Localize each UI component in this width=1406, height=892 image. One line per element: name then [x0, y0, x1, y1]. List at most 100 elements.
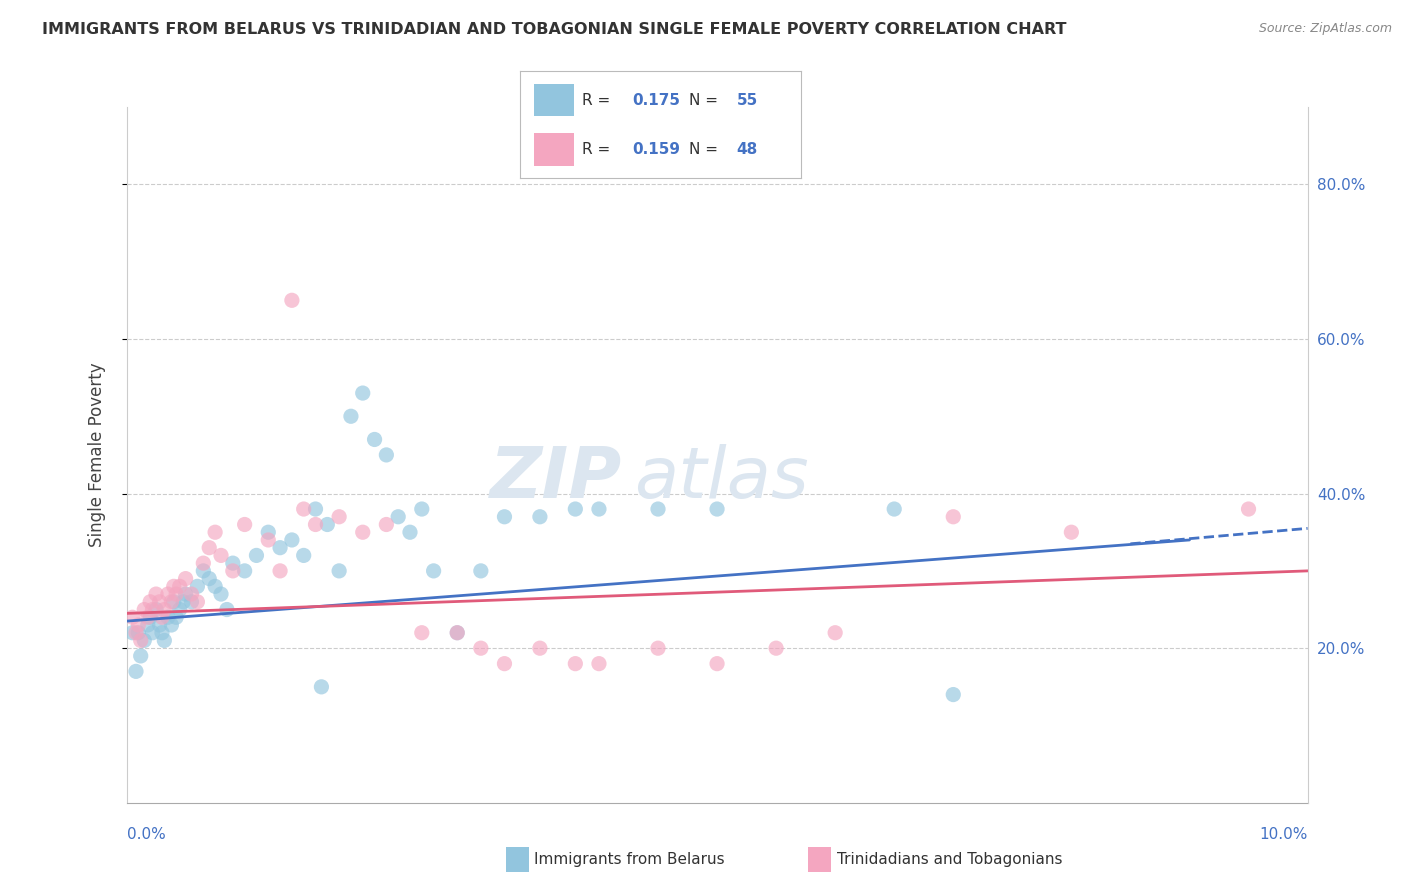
Point	[209, 587, 232, 601]
Text: 0.0%: 0.0%	[127, 827, 166, 841]
Text: R =: R =	[582, 142, 616, 157]
Point	[204, 525, 226, 540]
Point	[328, 564, 350, 578]
Point	[163, 595, 186, 609]
Point	[269, 541, 291, 555]
Point	[222, 564, 245, 578]
Point	[564, 657, 586, 671]
Point	[422, 564, 444, 578]
Point	[121, 625, 143, 640]
Point	[411, 502, 433, 516]
Text: Trinidadians and Tobagonians: Trinidadians and Tobagonians	[837, 853, 1062, 867]
Point	[529, 509, 551, 524]
Point	[145, 587, 167, 601]
Point	[174, 587, 197, 601]
Point	[141, 602, 163, 616]
Point	[281, 293, 304, 308]
Text: 0.159: 0.159	[633, 142, 681, 157]
Point	[1060, 525, 1083, 540]
Point	[304, 517, 326, 532]
Point	[149, 595, 172, 609]
Point	[824, 625, 846, 640]
Point	[156, 610, 179, 624]
Text: IMMIGRANTS FROM BELARUS VS TRINIDADIAN AND TOBAGONIAN SINGLE FEMALE POVERTY CORR: IMMIGRANTS FROM BELARUS VS TRINIDADIAN A…	[42, 22, 1067, 37]
Point	[125, 625, 148, 640]
Point	[292, 502, 315, 516]
Point	[169, 579, 191, 593]
Point	[222, 556, 245, 570]
Point	[174, 572, 197, 586]
Point	[304, 502, 326, 516]
Point	[150, 610, 173, 624]
Point	[198, 572, 221, 586]
Point	[269, 564, 291, 578]
Point	[160, 618, 183, 632]
Point	[165, 587, 187, 601]
Point	[204, 579, 226, 593]
Point	[215, 602, 238, 616]
Point	[470, 564, 492, 578]
Text: atlas: atlas	[634, 443, 808, 513]
Point	[150, 625, 173, 640]
Point	[942, 509, 965, 524]
Point	[399, 525, 422, 540]
Point	[186, 579, 208, 593]
Point	[363, 433, 385, 447]
Point	[1237, 502, 1260, 516]
Point	[588, 502, 610, 516]
Point	[233, 517, 256, 532]
Point	[141, 625, 163, 640]
Point	[352, 525, 374, 540]
Point	[706, 502, 728, 516]
Point	[193, 556, 215, 570]
Point	[165, 610, 187, 624]
Text: 0.175: 0.175	[633, 93, 681, 108]
Text: Source: ZipAtlas.com: Source: ZipAtlas.com	[1258, 22, 1392, 36]
Point	[136, 610, 159, 624]
Point	[387, 509, 409, 524]
Point	[494, 657, 516, 671]
Point	[160, 595, 183, 609]
Point	[172, 595, 194, 609]
Point	[149, 618, 172, 632]
Point	[129, 633, 152, 648]
Text: N =: N =	[689, 93, 723, 108]
Point	[127, 618, 149, 632]
Point	[209, 549, 232, 563]
Point	[588, 657, 610, 671]
Point	[292, 549, 315, 563]
Point	[257, 533, 280, 547]
Point	[706, 657, 728, 671]
Point	[446, 625, 468, 640]
Point	[153, 633, 176, 648]
Point	[352, 386, 374, 401]
Point	[647, 641, 669, 656]
Point	[180, 587, 202, 601]
FancyBboxPatch shape	[534, 84, 574, 116]
Point	[125, 665, 148, 679]
Point	[233, 564, 256, 578]
Point	[529, 641, 551, 656]
Point	[942, 688, 965, 702]
Point	[193, 564, 215, 578]
Point	[186, 595, 208, 609]
Point	[153, 602, 176, 616]
Point	[316, 517, 339, 532]
Point	[127, 625, 149, 640]
Point	[375, 517, 398, 532]
Point	[375, 448, 398, 462]
Text: Immigrants from Belarus: Immigrants from Belarus	[534, 853, 725, 867]
Point	[180, 595, 202, 609]
Point	[647, 502, 669, 516]
Point	[765, 641, 787, 656]
Point	[139, 610, 162, 624]
Point	[411, 625, 433, 640]
FancyBboxPatch shape	[534, 134, 574, 166]
Point	[121, 610, 143, 624]
Point	[139, 595, 162, 609]
Text: N =: N =	[689, 142, 723, 157]
Text: 10.0%: 10.0%	[1260, 827, 1308, 841]
Point	[328, 509, 350, 524]
Point	[163, 579, 186, 593]
Text: 48: 48	[737, 142, 758, 157]
